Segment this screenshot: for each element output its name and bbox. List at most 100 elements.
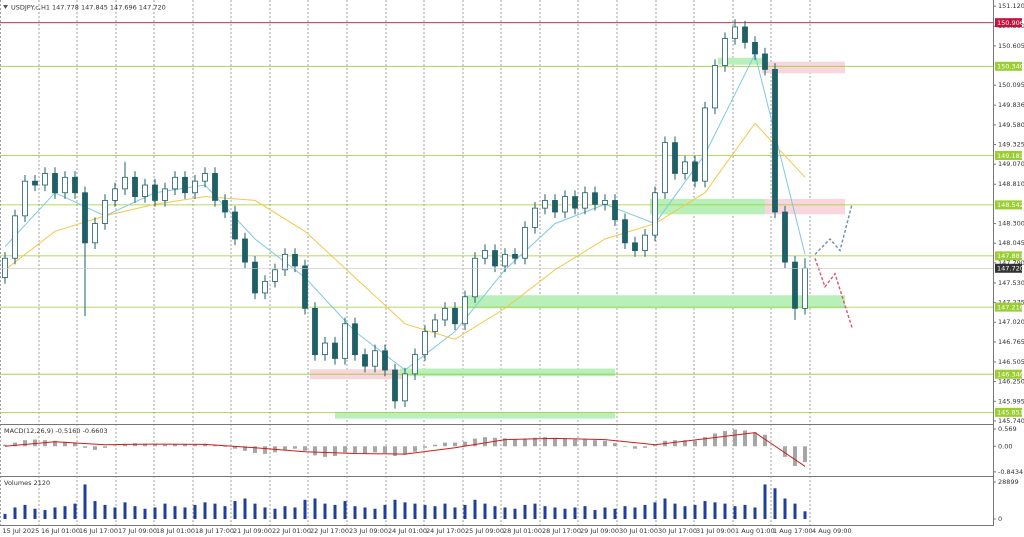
level-label: 145.851 — [997, 409, 1024, 417]
macd-bar — [803, 446, 807, 463]
x-tick-label: 31 Jul 09:00 — [696, 527, 735, 535]
candle-body — [532, 207, 538, 228]
volume-bar — [553, 507, 557, 519]
x-tick-label: 15 Jul 2025 — [3, 527, 40, 535]
volume-bar — [83, 484, 87, 519]
candle-body — [402, 373, 408, 402]
candle-body — [172, 176, 178, 190]
candle-body — [582, 192, 588, 209]
candle-body — [52, 173, 58, 194]
candle-body — [452, 307, 458, 325]
macd-bar — [473, 438, 477, 447]
macd-bar — [63, 441, 67, 447]
x-tick-label: 25 Jul 09:00 — [465, 527, 504, 535]
candle-body — [232, 211, 238, 240]
x-tick-label: 17 Jul 09:00 — [118, 527, 157, 535]
volume-bar — [433, 506, 437, 519]
volume-bar — [693, 504, 697, 519]
candle-body — [622, 219, 628, 244]
volume-bar — [663, 498, 667, 519]
candle-body — [772, 68, 778, 213]
macd-bar — [573, 439, 577, 447]
y-tick-label: 146.250 — [998, 378, 1024, 386]
macd-bar — [213, 445, 217, 447]
macd-bar — [33, 439, 37, 447]
volume-bar — [443, 503, 447, 519]
candle-body — [152, 184, 158, 201]
volume-bar — [723, 503, 727, 519]
candle-body — [512, 253, 518, 259]
macd-bar — [623, 446, 627, 447]
macd-bar — [683, 440, 687, 447]
macd-bar — [43, 440, 47, 447]
candle-body — [372, 350, 378, 367]
candle-body — [682, 161, 688, 174]
candle-body — [302, 265, 308, 309]
y-tick-label: 149.325 — [998, 141, 1024, 149]
macd-bar — [513, 439, 517, 447]
volume-bar — [653, 502, 657, 519]
macd-bar — [93, 446, 97, 450]
x-tick-label: 23 Jul 09:00 — [349, 527, 388, 535]
y-tick-label: 150.605 — [998, 42, 1024, 50]
macd-bar — [463, 441, 467, 447]
volume-bar — [533, 503, 537, 519]
candle-body — [342, 323, 348, 359]
volume-bar — [173, 506, 177, 519]
volume-bar — [783, 498, 787, 519]
candle-body — [62, 176, 68, 194]
volume-bar — [223, 506, 227, 519]
menu-arrow — [3, 5, 8, 9]
volume-bar — [643, 504, 647, 519]
x-tick-label: 22 Jul 17:00 — [310, 527, 349, 535]
macd-bar — [13, 442, 17, 447]
level-label: 150.906 — [997, 19, 1024, 27]
candle-body — [492, 250, 498, 267]
moving-average — [4, 122, 806, 340]
volume-bar — [463, 504, 467, 519]
volume-bar — [333, 504, 337, 519]
macd-bar — [693, 440, 697, 447]
volume-bar — [243, 498, 247, 519]
macd-bar — [653, 444, 657, 447]
y-tick-label: 147.020 — [998, 318, 1024, 326]
candle-body — [702, 107, 708, 182]
x-tick-label: 16 Jul 17:00 — [79, 527, 118, 535]
volume-bar — [13, 507, 17, 519]
volume-bar — [43, 510, 47, 519]
macd-bar — [163, 444, 167, 447]
macd-bar — [343, 446, 347, 453]
candle-body — [22, 180, 28, 217]
macd-bar — [243, 446, 247, 451]
volume-bar — [573, 507, 577, 519]
macd-bar — [423, 446, 427, 448]
candle-body — [292, 253, 298, 267]
candle-body — [522, 227, 528, 259]
candle-body — [142, 184, 148, 197]
candle-body — [122, 176, 128, 190]
macd-bar — [583, 439, 587, 447]
zone — [762, 61, 845, 74]
level-tag — [995, 251, 1022, 261]
zone — [400, 368, 615, 377]
candle-body — [102, 200, 108, 224]
volume-bar — [93, 501, 97, 519]
x-tick-label: 29 Jul 09:00 — [580, 527, 619, 535]
candle-body — [32, 180, 38, 186]
candle-body — [652, 192, 658, 236]
volume-bar — [33, 508, 37, 519]
macd-bar — [53, 440, 57, 447]
candle-body — [192, 180, 198, 194]
candle-body — [562, 196, 568, 213]
volume-bar — [483, 503, 487, 519]
y-tick-label: 150.095 — [998, 81, 1024, 89]
candle-body — [322, 342, 328, 356]
volume-bar — [543, 506, 547, 519]
macd-bar — [413, 446, 417, 452]
volume-bar — [3, 513, 7, 519]
x-tick-label: 28 Jul 17:00 — [542, 527, 581, 535]
macd-bar — [373, 446, 377, 453]
volume-bar — [133, 506, 137, 519]
macd-bar — [433, 444, 437, 447]
y-tick-label: 0.569 — [998, 425, 1017, 433]
